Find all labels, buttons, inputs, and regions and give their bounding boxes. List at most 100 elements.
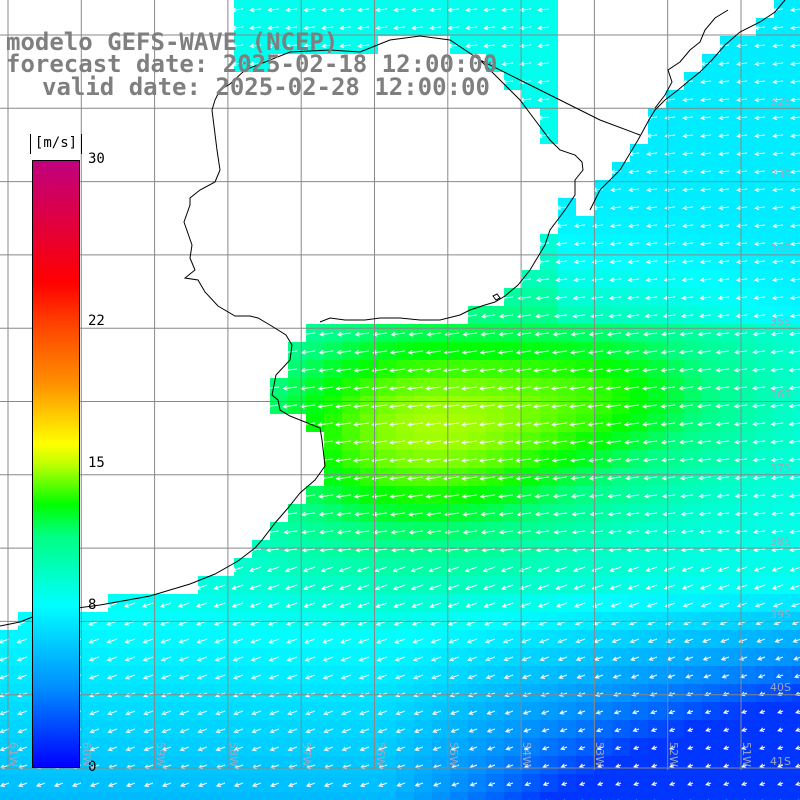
wind-arrow bbox=[160, 656, 172, 662]
wind-arrow bbox=[196, 638, 208, 644]
lon-label: 60W bbox=[80, 742, 94, 767]
wind-arrow bbox=[516, 493, 532, 499]
wind-cell bbox=[792, 252, 800, 270]
wind-arrow bbox=[741, 709, 748, 714]
wind-arrow bbox=[317, 439, 334, 445]
wind-arrow bbox=[541, 728, 550, 733]
wind-arrow bbox=[515, 404, 532, 409]
wind-arrow bbox=[661, 457, 676, 463]
wind-arrow bbox=[597, 781, 604, 786]
wind-arrow bbox=[536, 241, 550, 247]
wind-arrow bbox=[788, 493, 800, 499]
wind-arrow bbox=[143, 746, 154, 752]
wind-arrow bbox=[741, 781, 748, 786]
wind-arrow bbox=[720, 638, 730, 643]
wind-arrow bbox=[540, 710, 550, 715]
wind-arrow bbox=[573, 277, 586, 283]
lat-label: 37S bbox=[770, 461, 791, 475]
wind-arrow bbox=[697, 457, 712, 463]
wind-arrow bbox=[0, 638, 10, 644]
wind-arrow bbox=[790, 241, 800, 247]
wind-arrow bbox=[501, 584, 514, 591]
wind-arrow bbox=[502, 638, 514, 644]
wind-arrow bbox=[428, 584, 442, 591]
wind-cell bbox=[792, 36, 800, 54]
wind-arrow bbox=[461, 458, 478, 463]
wind-arrow bbox=[697, 331, 712, 337]
wind-arrow bbox=[304, 674, 316, 680]
wind-arrow bbox=[341, 746, 352, 752]
wind-arrow bbox=[720, 656, 730, 661]
wind-arrow bbox=[267, 566, 280, 573]
wind-cell bbox=[648, 792, 666, 800]
wind-arrow bbox=[339, 602, 352, 608]
wind-arrow bbox=[161, 746, 172, 752]
wind-arrow bbox=[587, 422, 604, 427]
wind-arrow bbox=[573, 223, 586, 229]
wind-arrow bbox=[249, 43, 262, 49]
wind-arrow bbox=[357, 25, 370, 31]
wind-arrow bbox=[407, 458, 424, 463]
wind-arrow bbox=[704, 709, 712, 714]
wind-arrow bbox=[249, 602, 262, 608]
wind-arrow bbox=[626, 313, 640, 319]
wind-arrow bbox=[479, 476, 496, 481]
wind-arrow bbox=[301, 547, 316, 553]
wind-arrow bbox=[557, 656, 568, 662]
wind-arrow bbox=[754, 584, 766, 590]
wind-arrow bbox=[736, 602, 748, 608]
wind-arrow bbox=[754, 115, 766, 121]
wind-arrow bbox=[320, 566, 334, 573]
wind-arrow bbox=[498, 493, 514, 499]
wind-cell bbox=[558, 792, 576, 800]
wind-arrow bbox=[795, 745, 800, 750]
wind-arrow bbox=[407, 493, 424, 499]
wind-arrow bbox=[736, 133, 748, 139]
wind-arrow bbox=[697, 367, 712, 373]
wind-arrows bbox=[0, 7, 800, 800]
wind-arrow bbox=[483, 584, 496, 591]
wind-cell bbox=[792, 666, 800, 684]
wind-arrow bbox=[771, 295, 784, 301]
wind-arrow bbox=[356, 566, 370, 573]
wind-arrow bbox=[197, 728, 208, 734]
wind-cell bbox=[792, 540, 800, 558]
wind-arrow bbox=[179, 746, 190, 752]
wind-arrow bbox=[606, 331, 622, 337]
wind-arrow bbox=[717, 295, 730, 301]
wind-arrow bbox=[752, 331, 766, 337]
wind-arrow bbox=[754, 259, 766, 265]
wind-arrow bbox=[341, 782, 352, 788]
wind-arrow bbox=[610, 602, 622, 608]
wind-arrow bbox=[461, 440, 478, 445]
wind-arrow bbox=[503, 674, 514, 680]
wind-arrow bbox=[285, 602, 298, 608]
wind-arrow bbox=[392, 566, 406, 573]
wind-arrow bbox=[771, 547, 784, 553]
wind-arrow bbox=[576, 674, 586, 679]
wind-arrow bbox=[413, 674, 424, 680]
wind-arrow bbox=[269, 782, 280, 787]
wind-arrow bbox=[790, 133, 800, 139]
wind-arrow bbox=[336, 529, 352, 535]
wind-arrow bbox=[462, 529, 478, 535]
wind-arrow bbox=[125, 782, 136, 787]
wind-arrow bbox=[628, 169, 640, 175]
wind-arrow bbox=[106, 674, 118, 680]
wind-arrow bbox=[318, 493, 334, 499]
wind-cell bbox=[324, 792, 342, 800]
wind-arrow bbox=[353, 404, 370, 409]
wind-arrow bbox=[533, 440, 550, 445]
wind-arrow bbox=[555, 566, 568, 573]
wind-arrow bbox=[579, 781, 586, 786]
wind-arrow bbox=[323, 728, 334, 734]
wind-arrow bbox=[425, 458, 442, 463]
wind-arrow bbox=[770, 403, 784, 409]
wind-arrow bbox=[680, 547, 694, 553]
wind-arrow bbox=[486, 710, 496, 715]
wind-cell bbox=[792, 738, 800, 756]
wind-arrow bbox=[682, 602, 694, 608]
wind-arrow bbox=[407, 349, 424, 355]
wind-arrow bbox=[533, 404, 550, 409]
wind-arrow bbox=[716, 511, 730, 517]
